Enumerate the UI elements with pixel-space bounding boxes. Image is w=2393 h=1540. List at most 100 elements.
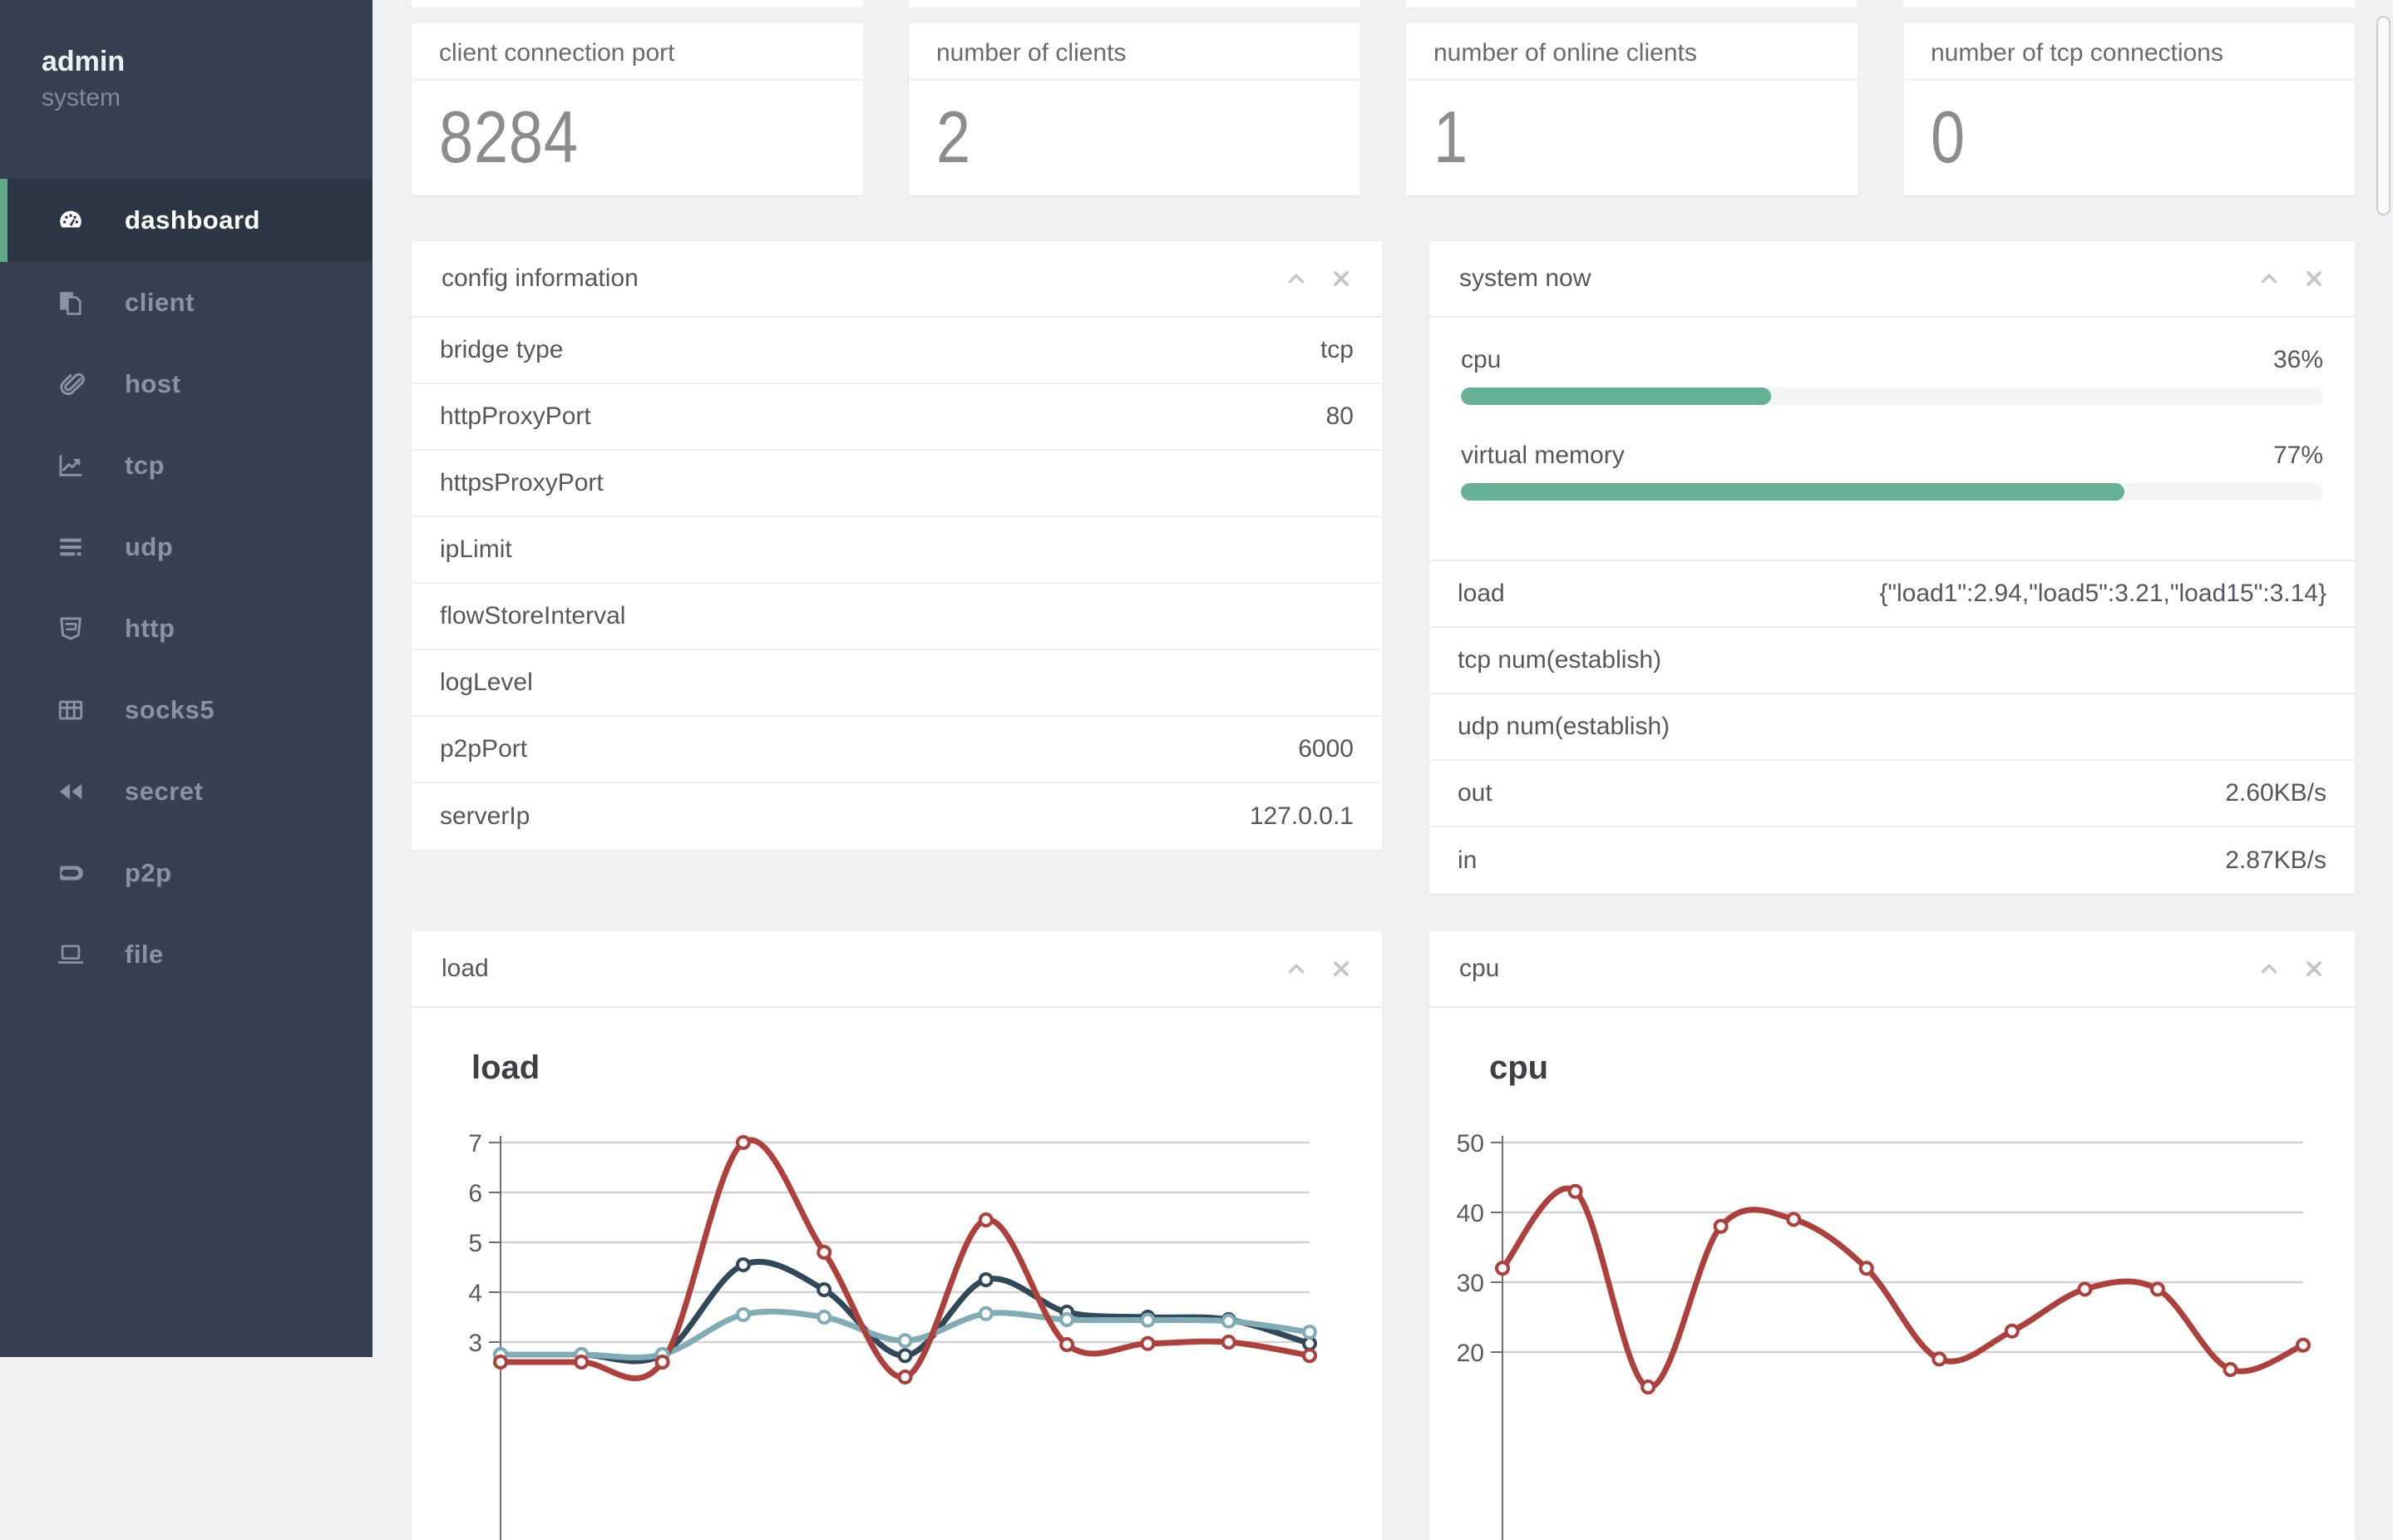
main-content: client connection port 8284 number of clie…	[373, 0, 2393, 1540]
gauge-percent: 77%	[2272, 442, 2323, 469]
row-label: bridge type	[440, 336, 564, 363]
close-icon[interactable]	[2303, 268, 2325, 289]
system-row: in 2.87KB/s	[1429, 827, 2355, 894]
row-label: serverIp	[440, 802, 530, 830]
sidebar-item-host[interactable]: host	[0, 343, 373, 425]
chart-title: cpu	[1489, 1049, 1549, 1086]
collapse-icon[interactable]	[1285, 268, 1307, 289]
cpu-chart-panel: cpu cpu 50 40 30 20	[1429, 931, 2355, 1540]
row-label: ipLimit	[440, 536, 512, 563]
panel-tools	[1285, 268, 1352, 289]
stat-card-label: client connection port	[412, 23, 863, 81]
chart-area: cpu 50 40 30 20	[1429, 1008, 2355, 1540]
panel-title: load	[442, 955, 489, 982]
stat-card-label: number of online clients	[1406, 23, 1858, 81]
p2p-icon	[57, 859, 85, 887]
collapse-icon[interactable]	[2258, 268, 2280, 289]
row-label: flowStoreInterval	[440, 602, 626, 629]
vertical-scrollbar[interactable]	[2376, 16, 2391, 215]
system-now-panel: system now cpu 36% virtual memory 77% load {…	[1429, 241, 2355, 894]
cpu-gauge: cpu 36%	[1461, 346, 2323, 405]
sidebar-item-file[interactable]: file	[0, 914, 373, 995]
panel-tools	[2258, 268, 2325, 289]
row-label: udp num(establish)	[1458, 713, 1670, 740]
scrolled-card-edge	[1903, 0, 2355, 7]
progress-bar	[1461, 483, 2323, 501]
panel-title: cpu	[1459, 955, 1500, 982]
stat-card: number of clients 2	[909, 23, 1360, 195]
stat-card-value: 2	[936, 96, 971, 178]
sidebar-item-label: p2p	[125, 858, 172, 887]
table-icon	[57, 696, 85, 724]
close-icon[interactable]	[1330, 958, 1352, 980]
paperclip-icon	[57, 370, 85, 398]
sidebar-item-label: host	[125, 369, 181, 398]
row-value: 127.0.0.1	[1249, 802, 1354, 830]
sidebar-item-secret[interactable]: secret	[0, 751, 373, 832]
system-row: load {"load1":2.94,"load5":3.21,"load15":…	[1429, 561, 2355, 628]
row-label: httpProxyPort	[440, 402, 591, 430]
config-row: flowStoreInterval	[412, 584, 1382, 650]
sidebar-item-http[interactable]: http	[0, 588, 373, 669]
panel-tools	[1285, 958, 1352, 980]
backward-icon	[57, 777, 85, 806]
user-role: system	[42, 84, 121, 111]
row-value: 2.60KB/s	[2225, 779, 2326, 807]
y-axis-tick-label: 6	[468, 1180, 482, 1207]
row-label: in	[1458, 847, 1478, 874]
row-label: load	[1458, 580, 1505, 607]
panel-title: system now	[1459, 264, 1591, 292]
collapse-icon[interactable]	[1285, 958, 1307, 980]
gauge-label: cpu	[1461, 346, 1502, 373]
collapse-icon[interactable]	[2258, 958, 2280, 980]
sidebar-item-p2p[interactable]: p2p	[0, 832, 373, 914]
stat-card-label: number of tcp connections	[1903, 23, 2355, 81]
y-axis-tick-label: 30	[1457, 1270, 1484, 1297]
config-row: httpProxyPort 80	[412, 384, 1382, 451]
load-chart: 7 6 5 4 3	[468, 1130, 1317, 1540]
stat-card: client connection port 8284	[412, 23, 863, 195]
copy-icon	[57, 289, 85, 317]
close-icon[interactable]	[2303, 958, 2325, 980]
panel-header: system now	[1429, 241, 2355, 318]
sidebar-item-label: client	[125, 288, 195, 317]
sidebar-item-label: tcp	[125, 451, 165, 480]
config-row: httpsProxyPort	[412, 451, 1382, 517]
sidebar-item-label: socks5	[125, 695, 215, 724]
cpu-chart: 50 40 30 20	[1457, 1130, 2311, 1540]
y-axis-tick-label: 7	[468, 1130, 482, 1157]
sidebar-item-client[interactable]: client	[0, 262, 373, 343]
laptop-icon	[57, 940, 85, 969]
row-value: 80	[1325, 402, 1354, 430]
user-name: admin	[42, 46, 126, 77]
chart-line-icon	[57, 452, 85, 480]
gauge-percent: 36%	[2272, 346, 2323, 373]
y-axis-tick-label: 5	[468, 1230, 482, 1257]
stat-card-value: 0	[1931, 96, 1966, 178]
y-axis-tick-label: 20	[1457, 1340, 1484, 1367]
sidebar-item-tcp[interactable]: tcp	[0, 425, 373, 506]
sidebar-item-udp[interactable]: udp	[0, 506, 373, 588]
system-row: tcp num(establish)	[1429, 628, 2355, 694]
stat-card: number of online clients 1	[1406, 23, 1858, 195]
y-axis-tick-label: 40	[1457, 1200, 1484, 1227]
row-label: tcp num(establish)	[1458, 646, 1662, 674]
panel-header: load	[412, 931, 1382, 1008]
progress-fill	[1461, 483, 2125, 501]
config-row: p2pPort 6000	[412, 717, 1382, 783]
panel-title: config information	[442, 264, 639, 292]
y-axis-tick-label: 50	[1457, 1130, 1484, 1157]
system-gauges: cpu 36% virtual memory 77%	[1429, 318, 2355, 561]
chart-area: load 7 6 5 4 3	[412, 1008, 1382, 1540]
sidebar-item-socks5[interactable]: socks5	[0, 669, 373, 751]
row-value: {"load1":2.94,"load5":3.21,"load15":3.14…	[1879, 580, 2326, 607]
scrolled-card-edge	[412, 0, 863, 7]
row-label: logLevel	[440, 669, 533, 696]
progress-fill	[1461, 387, 1772, 405]
close-icon[interactable]	[1330, 268, 1352, 289]
chart-title: load	[471, 1049, 540, 1086]
config-row: logLevel	[412, 650, 1382, 717]
sidebar-item-dashboard[interactable]: dashboard	[0, 179, 373, 262]
row-label: out	[1458, 779, 1493, 807]
panel-header: config information	[412, 241, 1382, 318]
